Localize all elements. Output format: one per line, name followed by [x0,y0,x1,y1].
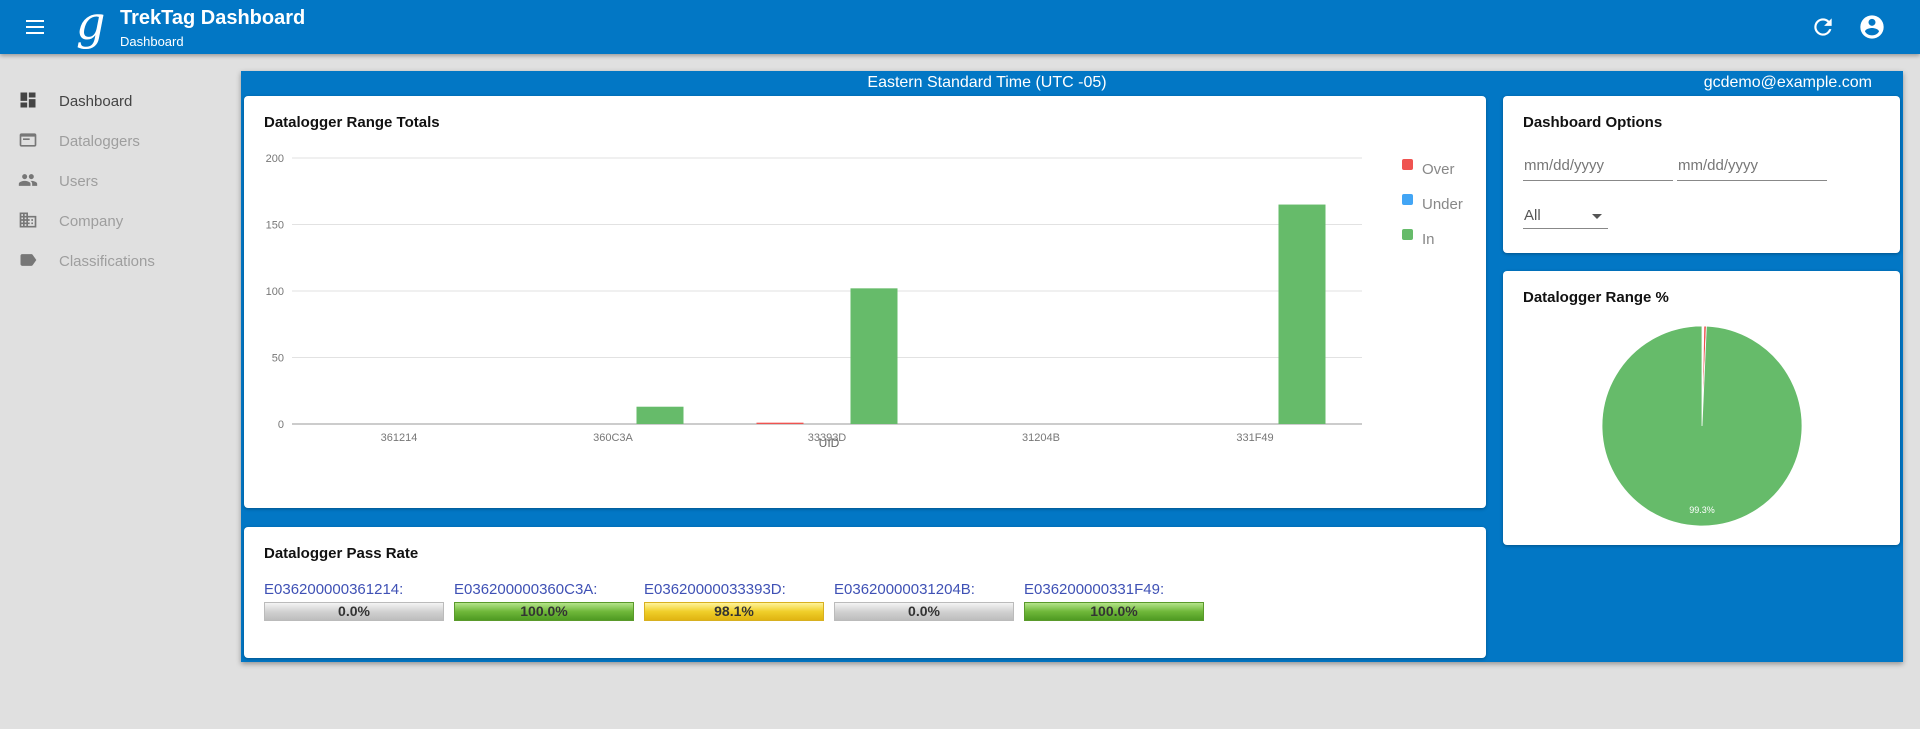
sidebar-item-dataloggers[interactable]: Dataloggers [0,120,230,160]
legend-label[interactable]: Over [1422,161,1455,178]
menu-icon[interactable] [20,13,50,41]
card-title: Datalogger Pass Rate [264,545,419,562]
pass-rate-item: E036200000361214: 0.0% [264,581,444,621]
pass-rate-item: E036200000331F49: 100.0% [1024,581,1204,621]
filter-select[interactable]: All [1523,201,1608,229]
refresh-icon[interactable] [1810,14,1836,40]
y-tick-label: 200 [266,153,284,165]
datalogger-link[interactable]: E036200000360C3A: [454,581,598,598]
pass-rate-bar: 0.0% [834,602,1014,621]
pass-rate-item: E03620000033393D: 98.1% [644,581,824,621]
x-axis-title: UID [819,436,840,450]
sidebar-item-label: Users [59,173,99,190]
datalogger-icon [17,130,39,150]
legend-label[interactable]: Under [1422,196,1463,213]
card-title: Datalogger Range % [1523,289,1669,306]
users-icon [17,170,39,190]
timezone-label: Eastern Standard Time (UTC -05) [867,74,1107,91]
bar-over[interactable] [756,422,804,424]
x-tick-label: 331F49 [1236,432,1273,444]
account-circle-icon[interactable] [1858,13,1886,41]
legend-label[interactable]: In [1422,231,1435,248]
x-tick-label: 31204B [1022,432,1060,444]
range-totals-card: Datalogger Range Totals 0 50 100 150 200 361… [244,96,1486,508]
datalogger-link[interactable]: E03620000033393D: [644,581,786,598]
start-date-input[interactable] [1523,151,1673,181]
datalogger-link[interactable]: E03620000031204B: [834,581,975,598]
y-tick-label: 150 [266,220,284,232]
pass-rate-item: E03620000031204B: 0.0% [834,581,1014,621]
range-totals-chart: 0 50 100 150 200 361214 360C3A 33393D 31204B 331… [266,153,1463,450]
pie-data-label: 99.3% [1689,505,1715,515]
sidebar-item-label: Dashboard [59,93,133,110]
datalogger-link[interactable]: E036200000331F49: [1024,581,1165,598]
pass-rate-bar: 0.0% [264,602,444,621]
sidebar-item-label: Dataloggers [59,133,140,150]
range-percent-card: Datalogger Range % 99.3% [1503,271,1900,545]
sidebar-item-company[interactable]: Company [0,200,230,240]
pass-rate-bar: 98.1% [644,602,824,621]
legend-swatch [1402,229,1413,240]
dashboard-panel: Eastern Standard Time (UTC -05) gcdemo@e… [241,71,1903,662]
label-icon [17,250,39,270]
pie-slice-in[interactable] [1601,325,1803,527]
dashboard-icon [17,90,39,110]
filter-select-value: All [1524,207,1541,224]
user-email: gcdemo@example.com [1703,74,1872,91]
bar-in[interactable] [1278,204,1326,424]
card-title: Dashboard Options [1523,114,1663,131]
range-percent-chart: 99.3% [1601,325,1803,527]
x-tick-label: 361214 [381,432,418,444]
legend-swatch [1402,194,1413,205]
sidebar-item-label: Classifications [59,253,155,270]
x-tick-label: 360C3A [593,432,633,444]
sidebar-item-classifications[interactable]: Classifications [0,240,230,280]
sidebar-item-dashboard[interactable]: Dashboard [0,80,230,120]
bar-in[interactable] [636,406,684,424]
bar-in[interactable] [850,288,898,424]
breadcrumb: Dashboard [120,34,184,49]
y-tick-label: 100 [266,286,284,298]
app-title: TrekTag Dashboard [120,7,306,29]
sidebar: Dashboard Dataloggers Users Company Clas… [0,80,230,280]
datalogger-link[interactable]: E036200000361214: [264,581,404,598]
app-bar: g TrekTag Dashboard Dashboard [0,0,1920,54]
chevron-down-icon [1592,214,1602,219]
pass-rate-card: Datalogger Pass Rate E036200000361214: 0… [244,527,1486,658]
sidebar-item-label: Company [59,213,124,230]
sidebar-item-users[interactable]: Users [0,160,230,200]
pass-rate-item: E036200000360C3A: 100.0% [454,581,634,621]
app-logo: g [76,0,106,50]
end-date-input[interactable] [1677,151,1827,181]
y-tick-label: 0 [278,419,284,431]
x-tick-label: 33393D [808,432,847,444]
company-icon [17,210,39,230]
dashboard-options-card: Dashboard Options All [1503,96,1900,253]
pass-rate-bar: 100.0% [1024,602,1204,621]
card-title: Datalogger Range Totals [264,114,440,131]
legend-swatch [1402,159,1413,170]
y-tick-label: 50 [272,353,284,365]
pass-rate-bar: 100.0% [454,602,634,621]
